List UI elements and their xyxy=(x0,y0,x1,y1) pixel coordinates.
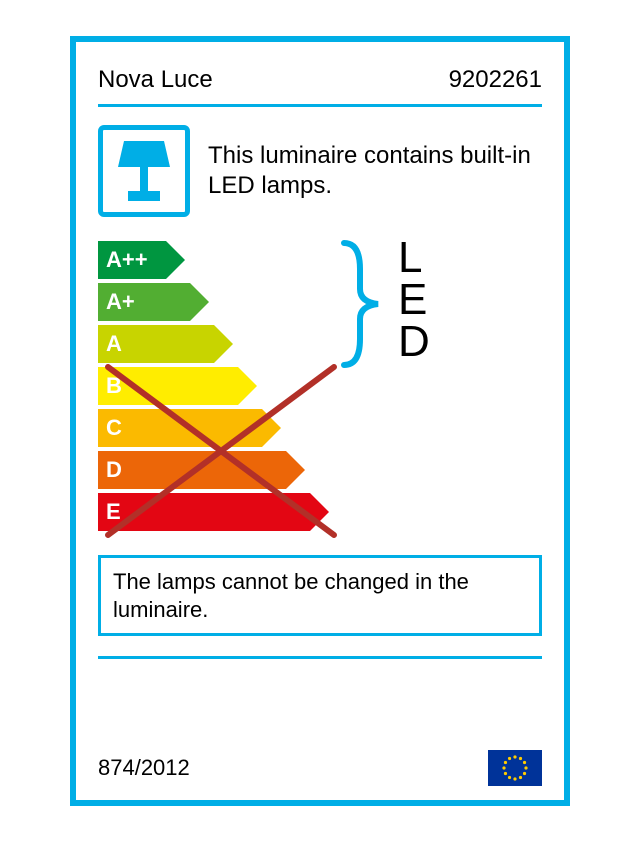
eu-stars xyxy=(488,750,542,786)
led-letter: E xyxy=(398,279,432,321)
note-box: The lamps cannot be changed in the lumin… xyxy=(98,555,542,636)
footer-row: 874/2012 xyxy=(98,744,542,786)
eu-flag-icon xyxy=(488,750,542,786)
led-letter: D xyxy=(398,321,432,363)
divider xyxy=(98,656,542,659)
cross-out xyxy=(98,241,348,541)
luminaire-info-text: This luminaire contains built-in LED lam… xyxy=(208,141,542,201)
lamp-icon xyxy=(114,137,174,205)
led-letter: L xyxy=(398,237,432,279)
regulation-number: 874/2012 xyxy=(98,755,190,781)
note-text: The lamps cannot be changed in the lumin… xyxy=(113,569,469,622)
led-label: L E D xyxy=(398,237,432,362)
luminaire-info-row: This luminaire contains built-in LED lam… xyxy=(98,107,542,235)
energy-label-card: Nova Luce 9202261 This luminaire contain… xyxy=(70,36,570,806)
brand-name: Nova Luce xyxy=(98,66,213,94)
energy-chart: A++A+ABCDE L E D xyxy=(98,241,542,541)
header-row: Nova Luce 9202261 xyxy=(98,66,542,104)
model-number: 9202261 xyxy=(449,66,542,94)
lamp-icon-box xyxy=(98,125,190,217)
